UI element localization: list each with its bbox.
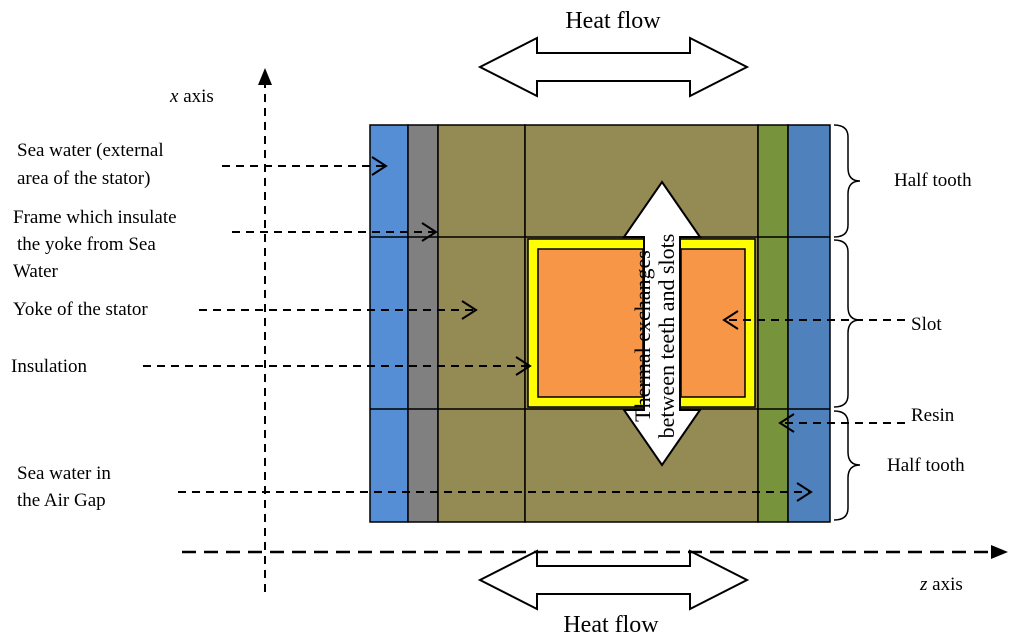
thermal-exchange-label: Thermal exchanges between teeth and slot… — [630, 234, 679, 439]
z-axis-arrowhead — [991, 545, 1008, 559]
slot-brace — [833, 239, 861, 408]
frame-pointer — [232, 222, 438, 242]
half-tooth-top-brace — [833, 124, 861, 238]
yoke-region — [437, 124, 526, 523]
frame-region — [407, 124, 439, 523]
air-gap-label-2: the Air Gap — [17, 490, 106, 511]
sea-water-external-pointer — [222, 156, 388, 176]
slot-pointer — [722, 310, 905, 330]
heat-flow-top-label: Heat flow — [565, 8, 661, 34]
slot-conductor-right — [680, 248, 746, 398]
half-tooth-bottom-label: Half tooth — [887, 455, 965, 476]
resin-region — [757, 124, 789, 523]
thermal-exchange-line-2: between teeth and slots — [654, 234, 679, 439]
frame-label-2: the yoke from Sea — [17, 234, 156, 255]
heat-flow-bottom-arrow — [477, 549, 750, 611]
resin-label: Resin — [911, 405, 955, 426]
air-gap-label-1: Sea water in — [17, 463, 111, 484]
heat-flow-bottom-label: Heat flow — [563, 612, 659, 637]
insulation-label: Insulation — [11, 356, 87, 377]
yoke-pointer — [199, 300, 478, 320]
sea-water-external-label-2: area of the stator) — [17, 168, 150, 189]
thermal-exchange-line-1: Thermal exchanges — [630, 250, 655, 422]
slot-conductor-left — [537, 248, 644, 398]
air-gap-sea-water-region — [787, 124, 831, 523]
yoke-label: Yoke of the stator — [13, 299, 148, 320]
x-axis-arrowhead — [258, 68, 272, 85]
insulation-pointer — [143, 356, 532, 376]
frame-label-1: Frame which insulate — [13, 207, 177, 228]
sea-water-external-region — [369, 124, 409, 523]
x-axis-label: x axis — [169, 86, 214, 107]
frame-label-3: Water — [13, 261, 59, 282]
z-axis-label: z axis — [919, 574, 963, 595]
heat-flow-top-arrow — [477, 36, 750, 98]
half-tooth-bottom-brace — [833, 410, 861, 521]
slot-label: Slot — [911, 314, 942, 335]
resin-pointer — [778, 413, 905, 433]
thermal-exchange-arrow — [622, 180, 702, 467]
sea-water-external-label-1: Sea water (external — [17, 140, 164, 161]
half-tooth-top-label: Half tooth — [894, 170, 972, 191]
air-gap-pointer — [178, 482, 813, 502]
